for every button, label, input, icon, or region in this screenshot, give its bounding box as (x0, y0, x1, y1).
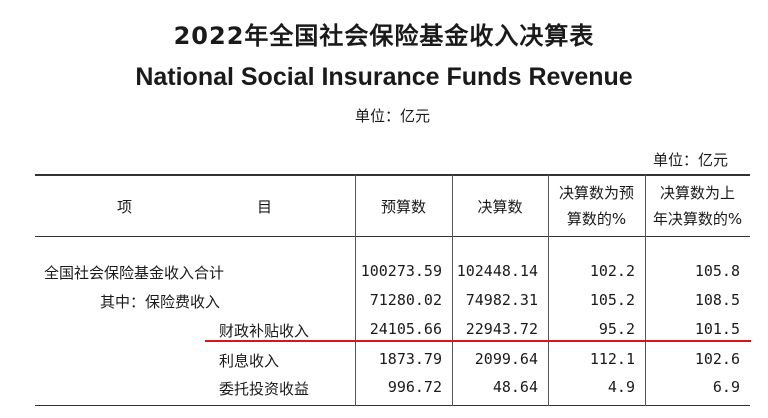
table-header-divider (35, 236, 750, 237)
row-label: 其中：保险费收入 (100, 293, 221, 311)
row-label: 财政补贴收入 (219, 322, 310, 340)
table-bottom-border (35, 405, 750, 406)
column-divider (355, 175, 356, 406)
cell-final: 2099.64 (474, 350, 538, 368)
header-ratio-budget: 决算数为预 算数的% (548, 180, 645, 232)
header-final: 决算数 (477, 198, 523, 216)
column-divider (645, 175, 646, 406)
cell-budget: 996.72 (387, 378, 442, 396)
cell-ratio-budget: 112.1 (589, 350, 635, 368)
unit-label-top: 单位：亿元 (355, 107, 431, 125)
header-ratio-prev-line2: 年决算数的% (652, 210, 743, 228)
row-label: 全国社会保险基金收入合计 (44, 264, 225, 282)
cell-final: 22943.72 (465, 320, 538, 338)
header-ratio-budget-line2: 算数的% (566, 210, 627, 228)
cell-budget: 24105.66 (369, 320, 442, 338)
table-top-border (35, 174, 750, 176)
cell-ratio-budget: 105.2 (589, 291, 635, 309)
row-label: 利息收入 (219, 352, 280, 370)
unit-label-table: 单位：亿元 (653, 151, 729, 169)
cell-budget: 1873.79 (378, 350, 442, 368)
header-budget: 预算数 (380, 198, 426, 216)
cell-ratio-budget: 4.9 (607, 378, 635, 396)
header-ratio-prev-line1: 决算数为上 (659, 184, 735, 202)
red-underline-highlight (205, 340, 751, 342)
cell-ratio-budget: 102.2 (589, 262, 635, 280)
cell-ratio-prev: 101.5 (694, 320, 740, 338)
cell-ratio-prev: 108.5 (694, 291, 740, 309)
column-divider (548, 175, 549, 406)
cell-ratio-prev: 102.6 (694, 350, 740, 368)
row-label: 委托投资收益 (219, 380, 310, 398)
header-ratio-prev: 决算数为上 年决算数的% (645, 180, 750, 232)
cell-ratio-budget: 95.2 (598, 320, 635, 338)
cell-final: 102448.14 (456, 262, 538, 280)
document-title-english: National Social Insurance Funds Revenue (135, 63, 633, 91)
column-divider (452, 175, 453, 406)
cell-budget: 71280.02 (369, 291, 442, 309)
cell-final: 48.64 (492, 378, 538, 396)
header-item-char-2: 目 (257, 198, 273, 216)
document-title-chinese: 2022年全国社会保险基金收入决算表 (173, 22, 595, 50)
cell-ratio-prev: 6.9 (712, 378, 740, 396)
header-item-char-1: 项 (117, 198, 133, 216)
cell-ratio-prev: 105.8 (694, 262, 740, 280)
cell-budget: 100273.59 (360, 262, 442, 280)
header-ratio-budget-line1: 决算数为预 (558, 184, 634, 202)
cell-final: 74982.31 (465, 291, 538, 309)
